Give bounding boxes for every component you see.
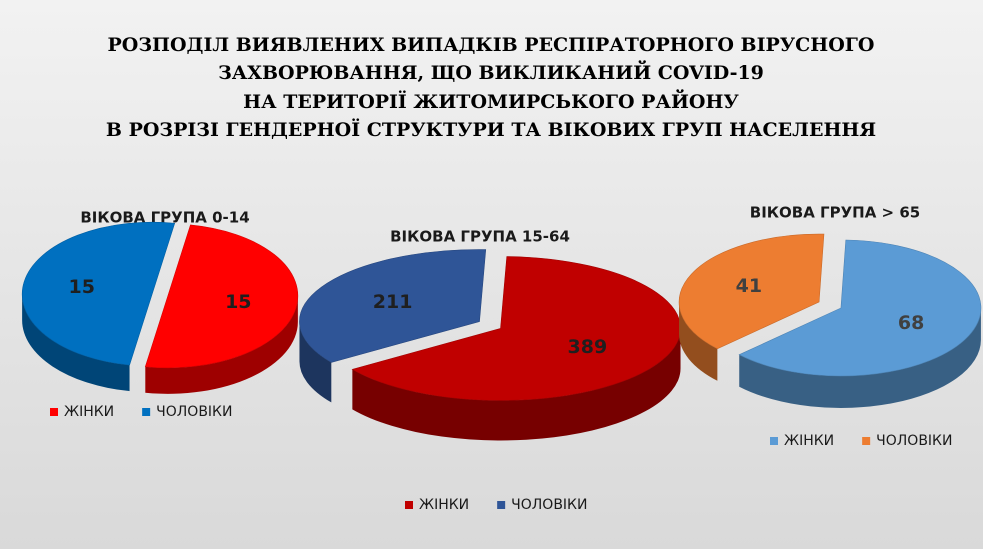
pie-slice bbox=[678, 233, 825, 350]
legend-text: ЖІНКИ bbox=[419, 497, 469, 513]
main-title: В РОЗРІЗІ ГЕНДЕРНОЇ СТРУКТУРИ ТА ВІКОВИХ… bbox=[106, 118, 876, 141]
slice-side bbox=[352, 328, 681, 441]
pie-slice bbox=[144, 224, 299, 369]
legend-swatch bbox=[862, 437, 871, 445]
legend-swatch bbox=[50, 408, 58, 416]
legend-swatch bbox=[770, 437, 778, 445]
pie-title: ВІКОВА ГРУПА 0-14 bbox=[80, 209, 249, 227]
legend-text: ЖІНКИ bbox=[64, 404, 114, 420]
pie-tops bbox=[21, 221, 299, 369]
legend-text: ЧОЛОВІКИ bbox=[156, 404, 232, 420]
pie-tops bbox=[678, 233, 982, 377]
slice-side bbox=[299, 321, 332, 403]
value-label: 389 bbox=[568, 336, 608, 358]
legend-swatch bbox=[405, 501, 413, 509]
pie-sides bbox=[299, 321, 681, 441]
pie-tops bbox=[299, 249, 681, 401]
value-label: 15 bbox=[68, 276, 94, 298]
pie-sides bbox=[679, 302, 981, 408]
slice-side bbox=[22, 294, 130, 392]
pie-slice bbox=[299, 249, 487, 363]
main-title: РОЗПОДІЛ ВИЯВЛЕНИХ ВИПАДКІВ РЕСПІРАТОРНО… bbox=[108, 34, 875, 56]
slice-side bbox=[145, 295, 298, 394]
value-label: 68 bbox=[898, 312, 924, 334]
legend-swatch bbox=[142, 408, 151, 416]
value-label: 15 bbox=[225, 291, 251, 313]
pie-title: ВІКОВА ГРУПА 15-64 bbox=[390, 228, 570, 246]
legend-text: ЧОЛОВІКИ bbox=[511, 497, 587, 513]
pie-slice bbox=[351, 256, 681, 401]
legend-text: ЧОЛОВІКИ bbox=[876, 433, 952, 449]
legend-swatch bbox=[497, 501, 506, 509]
pie-slice bbox=[738, 239, 982, 377]
pie-slice bbox=[21, 221, 176, 366]
main-title: НА ТЕРИТОРІЇ ЖИТОМИРСЬКОГО РАЙОНУ bbox=[243, 89, 739, 113]
main-title: ЗАХВОРЮВАННЯ, ЩО ВИКЛИКАНИЙ COVID-19 bbox=[218, 60, 764, 84]
value-label: 211 bbox=[373, 291, 413, 313]
legend-text: ЖІНКИ bbox=[784, 433, 834, 449]
slice-side bbox=[739, 307, 981, 408]
pie-sides bbox=[22, 294, 298, 394]
slice-side bbox=[679, 302, 718, 381]
pie-title: ВІКОВА ГРУПА > 65 bbox=[750, 204, 920, 222]
value-label: 41 bbox=[736, 275, 762, 297]
